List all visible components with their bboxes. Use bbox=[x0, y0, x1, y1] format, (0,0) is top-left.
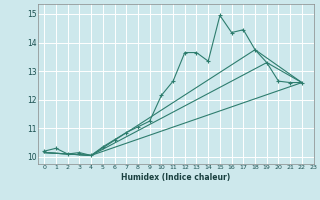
X-axis label: Humidex (Indice chaleur): Humidex (Indice chaleur) bbox=[121, 173, 231, 182]
